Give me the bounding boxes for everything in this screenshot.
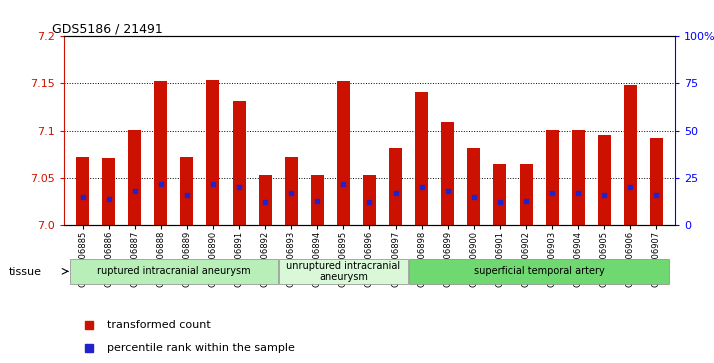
Bar [258,175,271,225]
Bar [337,81,350,225]
Bar [598,135,610,225]
Text: superficial temporal artery: superficial temporal artery [473,266,605,276]
Bar [129,130,141,225]
Bar [154,81,167,225]
Text: GDS5186 / 21491: GDS5186 / 21491 [52,22,163,35]
Bar [441,122,454,225]
Text: tissue: tissue [9,266,41,277]
Bar [285,157,298,225]
Bar [572,130,585,225]
Bar [76,157,89,225]
FancyBboxPatch shape [278,259,408,284]
Bar [468,148,481,225]
Text: transformed count: transformed count [107,321,211,330]
Bar [545,130,558,225]
Text: unruptured intracranial
aneurysm: unruptured intracranial aneurysm [286,261,401,282]
Bar [102,158,115,225]
Bar [181,157,193,225]
Bar [520,164,533,225]
Bar [493,164,506,225]
Bar [650,138,663,225]
Text: percentile rank within the sample: percentile rank within the sample [107,343,295,353]
FancyBboxPatch shape [409,259,669,284]
Bar [311,175,324,225]
Bar [415,92,428,225]
Text: ruptured intracranial aneurysm: ruptured intracranial aneurysm [97,266,251,276]
FancyBboxPatch shape [70,259,278,284]
Bar [624,85,637,225]
Bar [233,101,246,225]
Bar [206,80,219,225]
Bar [363,175,376,225]
Bar [389,148,402,225]
